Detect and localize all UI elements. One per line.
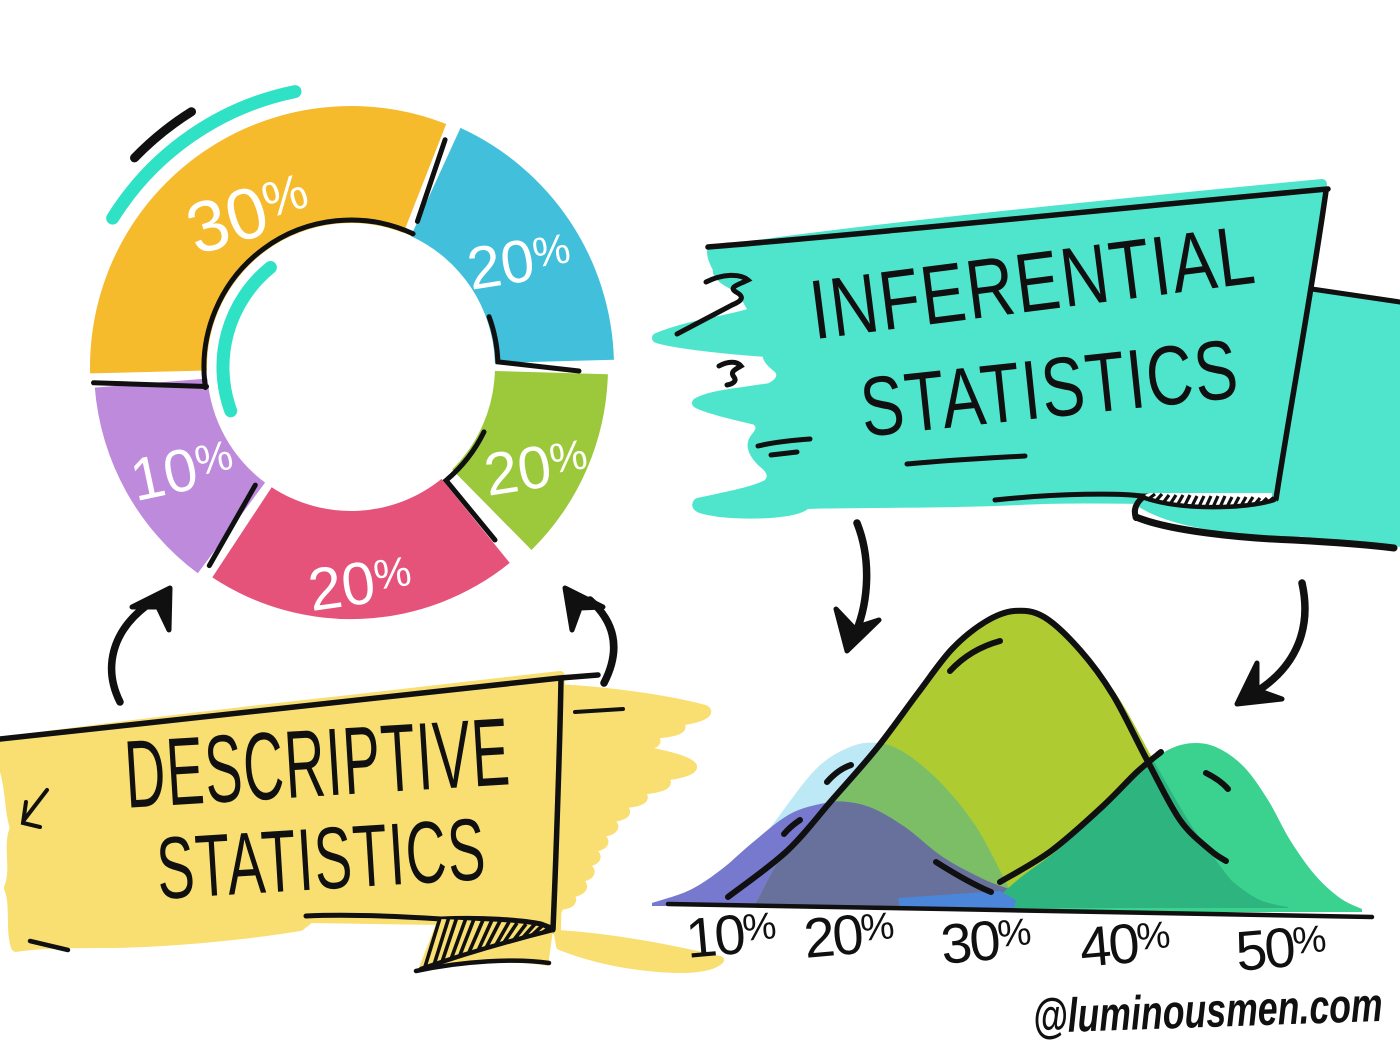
svg-text:DESCRIPTIVE: DESCRIPTIVE [122, 698, 514, 828]
svg-text:20%: 20% [801, 899, 896, 970]
svg-text:STATISTICS: STATISTICS [154, 799, 489, 918]
svg-text:@luminousmen.com: @luminousmen.com [1032, 979, 1384, 1044]
svg-text:40%: 40% [1077, 908, 1172, 979]
